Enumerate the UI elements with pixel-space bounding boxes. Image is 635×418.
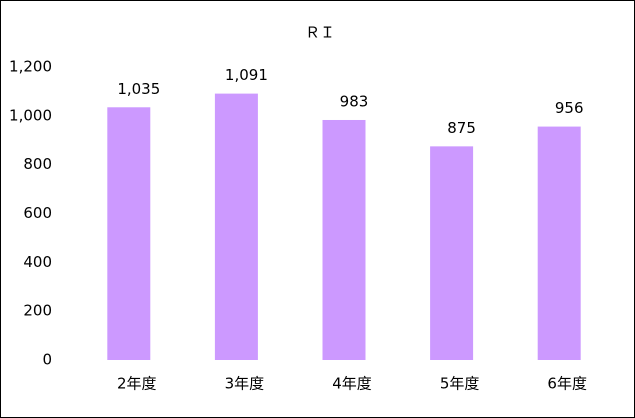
bar: [537, 126, 581, 361]
x-tick-label: 2年度: [117, 375, 157, 393]
x-tick-label: 3年度: [225, 375, 265, 393]
y-tick-label: 0: [42, 351, 52, 369]
y-tick-label: 600: [23, 204, 52, 222]
y-tick-label: 400: [23, 253, 52, 271]
value-label: 875: [447, 119, 476, 137]
bar: [322, 119, 366, 361]
y-tick-label: 1,000: [9, 106, 52, 124]
chart-title: ＲＩ: [305, 24, 335, 42]
x-tick-label: 5年度: [440, 375, 480, 393]
value-label: 956: [555, 99, 584, 117]
bar: [107, 107, 151, 360]
value-label: 1,091: [225, 66, 268, 84]
value-label: 1,035: [117, 80, 160, 98]
bar: [430, 146, 474, 360]
x-tick-label: 6年度: [547, 375, 587, 393]
value-label: 983: [340, 92, 369, 110]
x-tick-label: 4年度: [332, 375, 372, 393]
bar: [214, 93, 258, 360]
y-tick-label: 800: [23, 155, 52, 173]
y-tick-label: 200: [23, 302, 52, 320]
y-tick-label: 1,200: [9, 58, 52, 76]
